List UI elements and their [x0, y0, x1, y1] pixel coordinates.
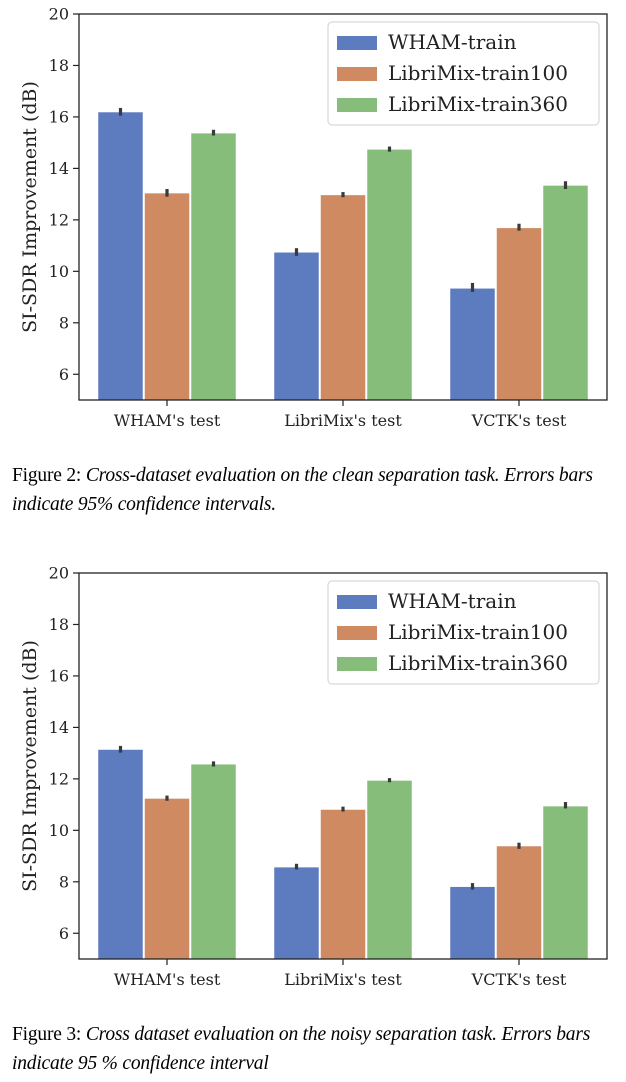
bar-librimix-train100-1: [319, 194, 367, 401]
y-tick-label: 18: [49, 615, 69, 634]
y-tick-label: 8: [59, 313, 69, 332]
chart-clean-separation: 6 8 10 12 14 16 18 20 WHAM's test LibriMix's test…: [19, 5, 608, 430]
bar-wham-train-2: [449, 885, 496, 960]
bar-librimix-train100-2: [495, 845, 543, 960]
legend-box: [327, 21, 600, 126]
bar-librimix-train360-2: [542, 805, 589, 960]
x-tick-label: LibriMix's test: [284, 970, 402, 989]
y-tick-label: 6: [59, 924, 69, 943]
legend-swatch: [337, 98, 377, 112]
y-tick-label: 6: [59, 365, 69, 384]
bar-librimix-train360-2: [542, 184, 589, 401]
y-tick-label: 12: [49, 210, 69, 229]
bar-wham-train-0: [97, 111, 144, 401]
y-tick-label: 10: [49, 262, 69, 281]
bar-librimix-train360-1: [366, 148, 413, 401]
y-tick-label: 14: [49, 159, 69, 178]
figure-3-caption-text: Cross dataset evaluation on the noisy se…: [12, 1024, 591, 1074]
legend-label: LibriMix-train360: [388, 92, 568, 116]
y-axis-title: SI-SDR Improvement (dB): [19, 81, 41, 333]
x-tick-label: WHAM's test: [114, 411, 221, 430]
figure-2-caption: Figure 2: Cross-dataset evaluation on th…: [12, 461, 618, 519]
legend-label: LibriMix-train100: [388, 620, 568, 644]
y-tick-label: 16: [49, 666, 69, 685]
chart-noisy-separation: 6 8 10 12 14 16 18 20 WHAM's test LibriMix's test…: [19, 564, 608, 989]
bar-librimix-train100-2: [495, 227, 543, 401]
bar-wham-train-2: [449, 287, 496, 401]
x-tick-label: VCTK's test: [471, 411, 567, 430]
x-tick-label: VCTK's test: [471, 970, 567, 989]
legend-swatch: [337, 657, 377, 671]
y-tick-label: 10: [49, 821, 69, 840]
bar-librimix-train360-0: [190, 763, 237, 960]
figure-3-caption: Figure 3: Cross dataset evaluation on th…: [12, 1020, 618, 1078]
bar-librimix-train360-0: [190, 132, 237, 401]
legend-label: LibriMix-train100: [388, 61, 568, 85]
y-tick-label: 8: [59, 872, 69, 891]
bar-librimix-train100-0: [143, 192, 191, 401]
legend-swatch: [337, 626, 377, 640]
x-tick-label: LibriMix's test: [284, 411, 402, 430]
y-axis-title: SI-SDR Improvement (dB): [19, 640, 41, 892]
figure-2-caption-label: Figure 2:: [12, 465, 82, 486]
y-tick-label: 16: [49, 107, 69, 126]
figure-3-caption-label: Figure 3:: [12, 1024, 82, 1045]
x-tick-label: WHAM's test: [114, 970, 221, 989]
legend-label: LibriMix-train360: [388, 651, 568, 675]
legend-swatch: [337, 36, 377, 50]
legend-swatch: [337, 67, 377, 81]
y-tick-label: 20: [49, 5, 69, 24]
legend-box: [327, 580, 600, 685]
bar-librimix-train100-0: [143, 797, 191, 960]
figure-3: 6 8 10 12 14 16 18 20 WHAM's test LibriMix's test…: [0, 559, 626, 999]
bar-wham-train-1: [273, 251, 320, 401]
bar-librimix-train360-1: [366, 779, 413, 960]
bar-wham-train-1: [273, 866, 320, 960]
legend-label: WHAM-train: [388, 589, 517, 613]
figure-2-caption-text: Cross-dataset evaluation on the clean se…: [12, 465, 593, 515]
y-tick-label: 20: [49, 564, 69, 583]
bar-wham-train-0: [97, 748, 144, 960]
y-tick-label: 18: [49, 56, 69, 75]
legend-label: WHAM-train: [388, 30, 517, 54]
figure-2: 6 8 10 12 14 16 18 20 WHAM's test LibriMix's test…: [0, 0, 626, 440]
y-tick-label: 12: [49, 769, 69, 788]
bar-librimix-train100-1: [319, 808, 367, 960]
y-tick-label: 14: [49, 718, 69, 737]
legend-swatch: [337, 595, 377, 609]
